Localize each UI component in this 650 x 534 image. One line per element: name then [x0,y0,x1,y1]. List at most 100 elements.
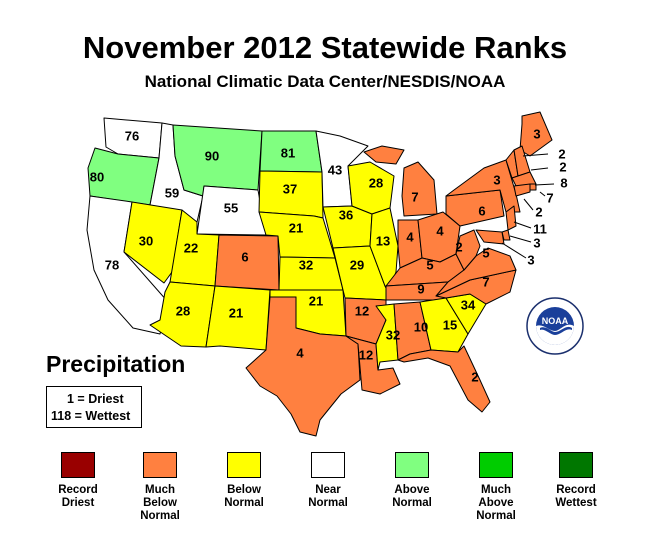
leader-line-ct [523,198,534,211]
state-md [475,229,505,245]
rank-label-nm: 21 [229,305,243,320]
leader-line-vt [522,153,549,157]
legend-label: Below Normal [224,484,264,509]
rank-label-sc: 34 [461,297,476,312]
legend-swatch [559,452,593,478]
state-wv [455,229,481,271]
legend-item: Much Below Normal [120,452,200,523]
rank-label-ma: 8 [560,175,567,190]
key-driest: 1 = Driest [67,392,124,406]
legend-item: Above Normal [372,452,452,510]
legend-label: Much Above Normal [476,484,516,522]
state-ny [445,159,521,213]
rank-label-wy: 55 [224,200,238,215]
rank-label-in: 4 [406,229,414,244]
rank-label-oh: 4 [436,223,444,238]
rank-label-wa: 76 [125,128,139,143]
leader-line-nh [530,167,549,171]
rank-label-ms: 32 [386,327,400,342]
legend-swatch [143,452,177,478]
legend-item: Below Normal [204,452,284,510]
state-shapes [86,111,553,437]
state-me [519,111,553,157]
rank-label-or: 80 [90,169,104,184]
rank-label-ks: 32 [299,257,313,272]
rank-label-me: 3 [533,126,540,141]
state-tx [245,296,361,437]
rank-label-nv: 30 [139,233,153,248]
legend-swatch [479,452,513,478]
rank-label-de: 3 [533,235,540,250]
map-subtitle: National Climatic Data Center/NESDIS/NOA… [144,72,506,91]
rank-label-va: 5 [482,245,489,260]
rank-label-ct: 2 [535,204,542,219]
leader-line-de [509,235,532,243]
rank-label-ga: 15 [443,317,457,332]
map-title: November 2012 Statewide Ranks [82,30,568,65]
legend-swatch [227,452,261,478]
legend-swatch [61,452,95,478]
legend-label: Record Driest [58,484,98,509]
rank-label-mn: 43 [328,162,342,177]
leader-lines [501,153,555,259]
legend-swatch [311,452,345,478]
rank-label-ok: 21 [309,293,323,308]
legend-item: Record Driest [38,452,118,510]
noaa-logo: NOAA [526,297,584,355]
rank-label-ut: 22 [184,240,198,255]
rank-label-ia: 36 [339,207,353,222]
state-ct [513,183,531,197]
legend-item: Much Above Normal [456,452,536,523]
state-nm [205,285,271,351]
rank-label-wv: 2 [455,239,462,254]
rank-label-az: 28 [176,303,190,318]
rank-label-ri: 7 [546,190,553,205]
rank-label-nc: 7 [482,274,489,289]
rank-label-vt: 2 [558,146,565,161]
rank-label-ny: 3 [493,172,500,187]
state-ga [419,297,469,353]
rank-label-ne: 21 [289,220,303,235]
rank-label-md: 3 [527,252,534,267]
rank-key-box: 1 = Driest 118 = Wettest [46,386,142,428]
rank-label-nh: 2 [559,159,566,174]
legend-label: Record Wettest [555,484,597,509]
leader-line-md [501,242,527,259]
rank-label-fl: 2 [471,369,478,384]
rank-label-sd: 37 [283,181,297,196]
legend-label: Above Normal [392,484,432,509]
legend-label: Near Normal [308,484,348,509]
rank-label-wi: 28 [369,175,383,190]
rank-label-ca: 78 [105,257,119,272]
svg-text:NOAA: NOAA [542,316,569,326]
legend-item: Record Wettest [536,452,616,510]
rank-label-al: 10 [414,319,428,334]
rank-label-mo: 29 [350,257,364,272]
rank-label-nd: 81 [281,145,295,160]
legend-label: Much Below Normal [140,484,180,522]
leader-line-ma [534,183,555,186]
rank-label-id: 59 [165,185,179,200]
rank-label-mi: 7 [411,189,418,204]
state-nv [123,201,183,284]
key-wettest: 118 = Wettest [51,409,131,423]
rank-label-pa: 6 [478,203,485,218]
rank-label-tn: 9 [417,281,424,296]
leader-line-nj [513,221,532,229]
rank-label-nj: 11 [533,221,547,236]
rank-label-ar: 12 [355,303,369,318]
panel-title: Precipitation [46,351,186,377]
rank-label-la: 12 [359,347,373,362]
rank-label-mt: 90 [205,148,219,163]
rank-label-ky: 5 [426,257,433,272]
rank-label-tx: 4 [296,345,304,360]
rank-label-il: 13 [376,233,390,248]
state-fl [397,345,491,413]
legend-item: Near Normal [288,452,368,510]
leader-line-ri [539,191,546,197]
rank-label-co: 6 [241,249,248,264]
legend-swatch [395,452,429,478]
state-nj [505,205,517,231]
